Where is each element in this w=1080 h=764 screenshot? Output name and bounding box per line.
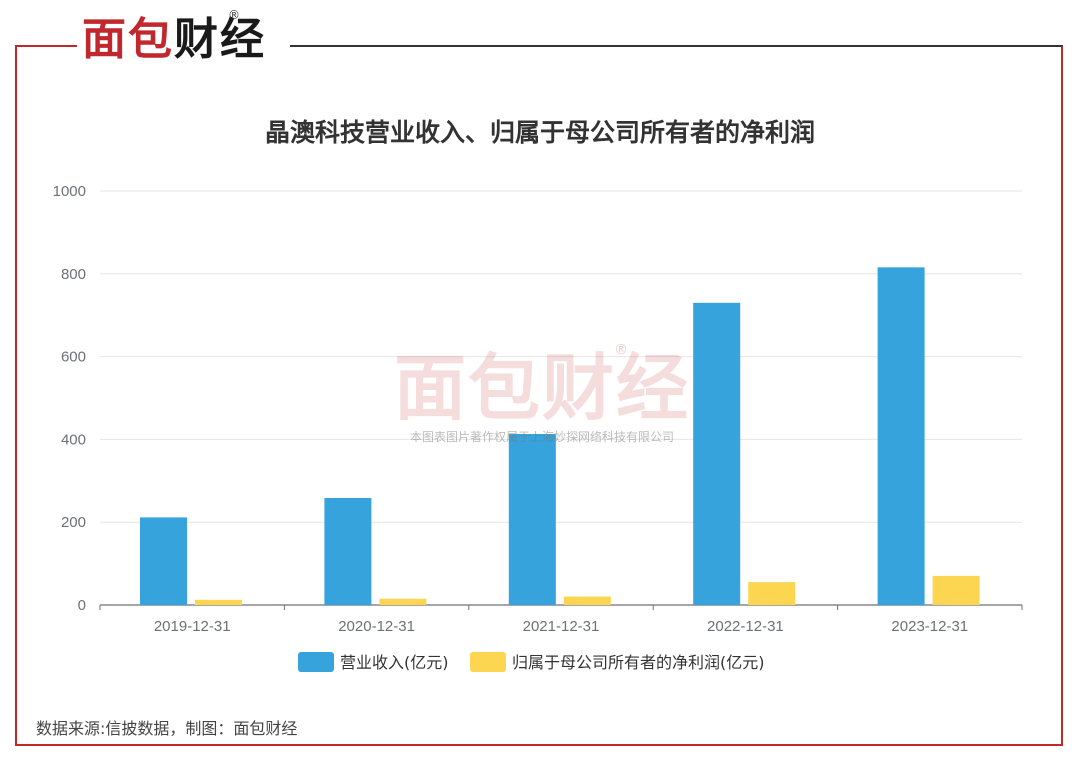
data-source-note: 数据来源:信披数据，制图：面包财经 — [36, 719, 298, 738]
x-tick-label: 2022-12-31 — [707, 618, 784, 635]
logo-part2: 财经 — [174, 14, 266, 65]
frame-top-rule-left — [15, 45, 77, 47]
bar-revenue — [324, 497, 372, 605]
legend-swatch — [298, 652, 334, 672]
x-tick-label: 2023-12-31 — [891, 618, 968, 635]
legend-item-revenue[interactable]: 营业收入(亿元) — [298, 652, 449, 672]
y-tick-label: 200 — [61, 514, 86, 531]
logo-part1: 面包 — [82, 14, 174, 65]
bar-net-profit — [748, 582, 796, 605]
legend-label: 营业收入(亿元) — [340, 653, 449, 672]
bar-net-profit — [563, 596, 611, 605]
brand-logo: 面包财经 — [82, 18, 266, 62]
chart-frame — [15, 46, 1063, 746]
bar-revenue — [877, 267, 925, 605]
legend-label: 归属于母公司所有者的净利润(亿元) — [512, 653, 765, 672]
y-tick-label: 0 — [78, 597, 86, 614]
bar-revenue — [140, 517, 187, 605]
bar-revenue — [508, 434, 556, 605]
x-tick-label: 2021-12-31 — [523, 618, 600, 635]
logo-registered-mark: ® — [228, 8, 240, 22]
y-tick-label: 600 — [61, 349, 86, 366]
y-tick-label: 1000 — [53, 183, 86, 200]
frame-top-rule-right — [290, 45, 1063, 47]
bar-net-profit — [195, 599, 242, 605]
bar-net-profit — [932, 575, 980, 605]
legend-swatch — [470, 652, 506, 672]
bar-revenue — [693, 302, 741, 605]
x-tick-label: 2020-12-31 — [338, 618, 415, 635]
x-tick-label: 2019-12-31 — [154, 618, 231, 635]
y-tick-label: 800 — [61, 266, 86, 283]
legend-item-net-profit[interactable]: 归属于母公司所有者的净利润(亿元) — [470, 652, 765, 672]
y-tick-label: 400 — [61, 431, 86, 448]
bar-net-profit — [379, 598, 427, 605]
chart-title: 晶澳科技营业收入、归属于母公司所有者的净利润 — [264, 118, 815, 147]
